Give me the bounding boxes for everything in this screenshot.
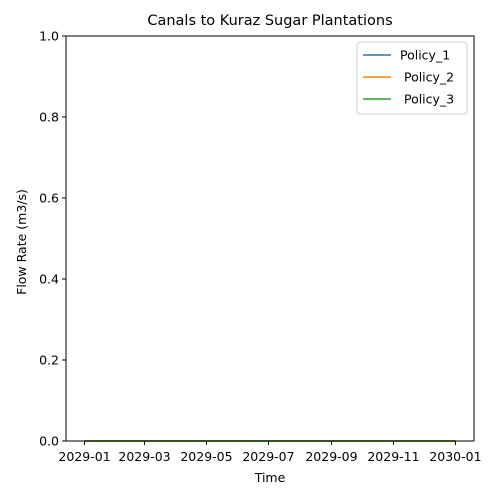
y-axis-label: Flow Rate (m3/s)	[14, 189, 29, 295]
y-tick-label-5: 0.8	[39, 110, 59, 125]
legend-label-3: Policy_3	[400, 92, 454, 107]
x-tick-label-4: 2029-07	[242, 449, 294, 464]
legend: Policy_1 Policy_2 Policy_3	[356, 41, 468, 115]
legend-label-1: Policy_1	[400, 48, 450, 63]
legend-label-2: Policy_2	[400, 70, 454, 85]
x-axis-label: Time	[254, 470, 286, 485]
chart-title: Canals to Kuraz Sugar Plantations	[147, 13, 392, 29]
legend-box	[356, 41, 468, 115]
axes-frame	[65, 35, 475, 442]
x-tick-label-3: 2029-05	[180, 449, 232, 464]
y-tick-label-1: 0.0	[39, 434, 59, 449]
x-tick-label-7: 2030-01	[429, 449, 481, 464]
y-tick-label-6: 1.0	[39, 29, 59, 44]
plot-area: 2029-01 2029-03 2029-05 2029-07 2029-09 2029-…	[39, 29, 481, 465]
x-tick-label-2: 2029-03	[118, 449, 170, 464]
x-tick-label-1: 2029-01	[58, 449, 110, 464]
y-tick-label-2: 0.2	[39, 353, 59, 368]
x-tick-label-5: 2029-09	[305, 449, 357, 464]
y-tick-label-3: 0.4	[39, 272, 59, 287]
x-tick-label-6: 2029-11	[367, 449, 419, 464]
y-tick-label-4: 0.6	[39, 191, 59, 206]
